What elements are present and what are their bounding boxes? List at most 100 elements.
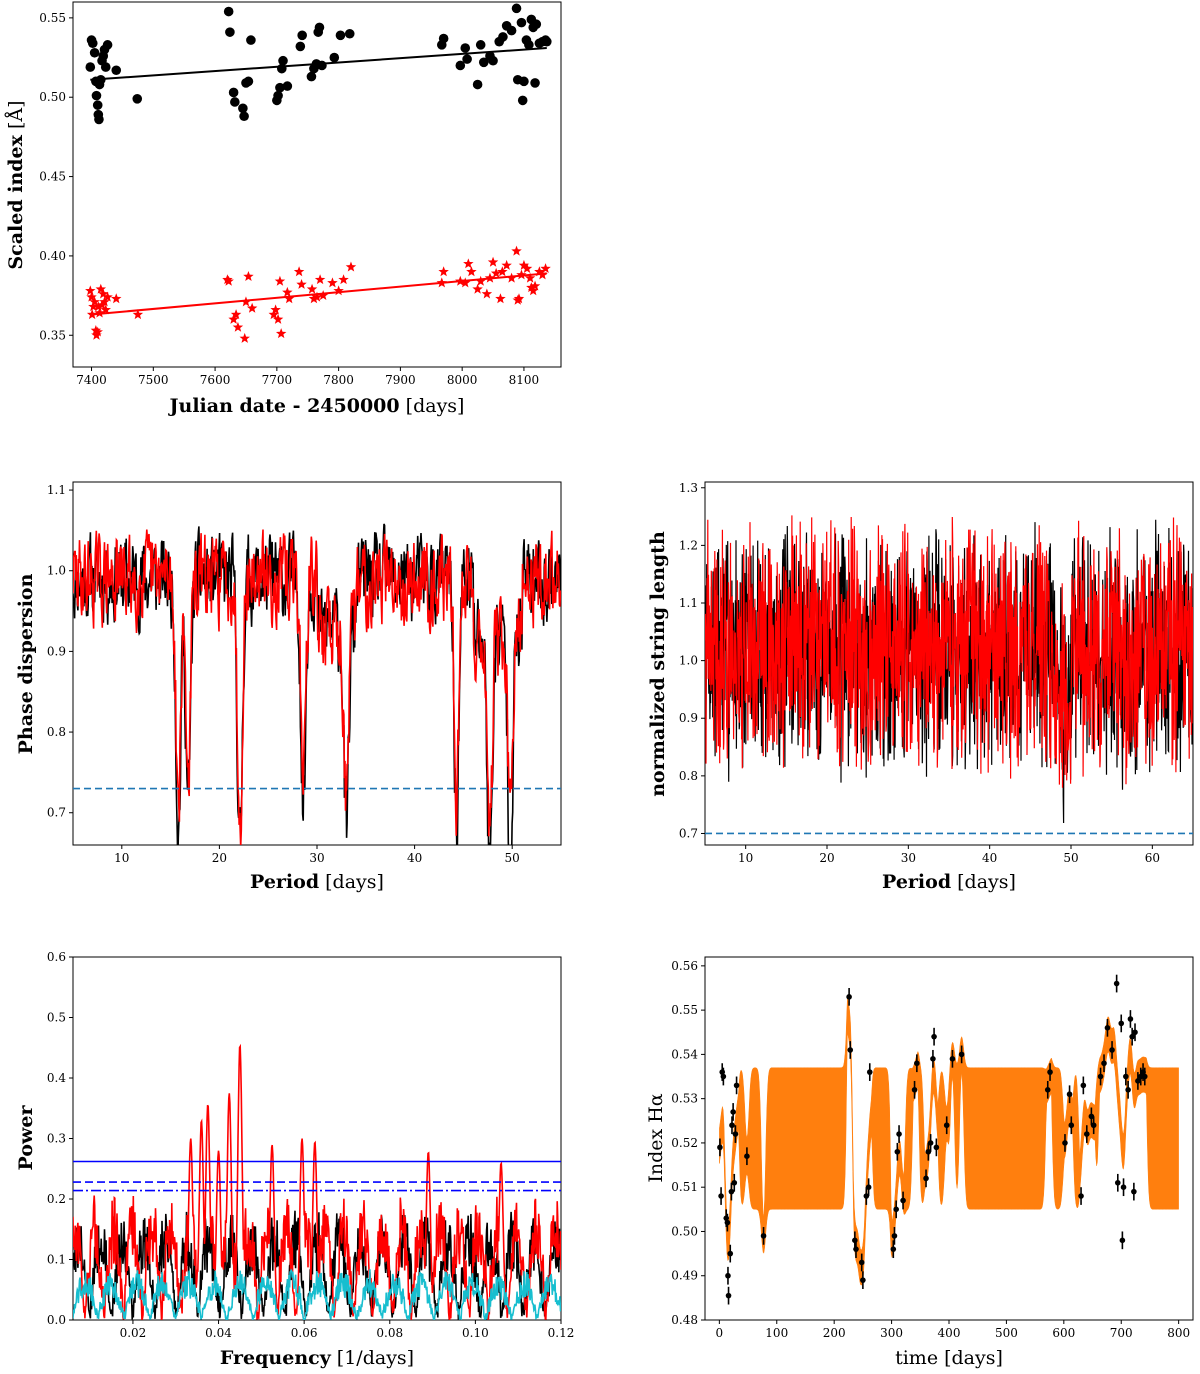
- y-tick-label: 0.54: [671, 1047, 698, 1061]
- black-point: [239, 111, 249, 122]
- black-point: [282, 81, 293, 91]
- x-tick-label: 8100: [509, 373, 540, 387]
- y-tick-label: 0.52: [671, 1136, 698, 1150]
- red-star: [89, 296, 100, 307]
- data-point: [858, 1259, 865, 1266]
- x-tick-label: 50: [505, 851, 520, 865]
- x-tick-label: 40: [407, 851, 422, 865]
- red-star: [524, 272, 536, 283]
- data-point: [943, 1122, 950, 1129]
- data-point: [1131, 1188, 1137, 1195]
- data-point: [852, 1237, 858, 1244]
- black-point: [317, 60, 327, 71]
- red-star: [521, 263, 533, 274]
- red-star: [228, 313, 239, 324]
- black-point: [246, 35, 256, 45]
- x-axis-label: Period [days]: [882, 871, 1016, 893]
- data-point: [931, 1033, 937, 1040]
- x-axis-label: time [days]: [895, 1347, 1003, 1369]
- y-tick-label: 1.2: [679, 538, 698, 552]
- black-point: [275, 82, 285, 93]
- data-point: [728, 1188, 735, 1195]
- red-star: [487, 256, 499, 267]
- data-point: [911, 1087, 918, 1093]
- panel-phase-dispersion: 10 20 30 40 50 0.7 0.8 0.9 1.0 1.1 Period [days]…: [15, 481, 562, 893]
- data-point: [900, 1197, 906, 1204]
- x-tick-label: 10: [114, 851, 129, 865]
- black-point: [225, 27, 235, 37]
- data-point: [1129, 1033, 1135, 1040]
- red-star: [223, 275, 234, 286]
- y-tick-label: 0.5: [47, 1011, 66, 1025]
- data-point: [1088, 1113, 1095, 1120]
- black-point: [478, 57, 489, 68]
- data-point: [733, 1082, 740, 1089]
- red-star: [463, 258, 474, 269]
- red-star: [513, 293, 525, 304]
- data-point: [894, 1148, 901, 1155]
- black-point: [506, 25, 517, 36]
- black-point: [516, 17, 527, 28]
- data-point: [893, 1206, 899, 1213]
- data-point: [1062, 1140, 1068, 1146]
- y-tick-label: 0.9: [679, 711, 698, 725]
- y-tick-label: 0.2: [47, 1192, 66, 1206]
- x-tick-label: 8000: [447, 373, 478, 387]
- black-point: [314, 22, 325, 33]
- red-star: [338, 274, 349, 285]
- x-tick-label: 0.04: [205, 1326, 232, 1340]
- red-star: [86, 291, 97, 302]
- red-star: [85, 285, 96, 296]
- x-ticks: 7400 7500 7600 7700 7800 7900 8000 8100: [76, 367, 539, 387]
- y-tick-label: 0.6: [47, 950, 66, 964]
- data-point: [718, 1193, 724, 1199]
- y-tick-label: 0.7: [47, 806, 66, 820]
- data-point: [1125, 1087, 1131, 1093]
- data-point: [1104, 1025, 1111, 1031]
- red-series: [705, 515, 1193, 788]
- red-star: [88, 301, 99, 312]
- red-star: [243, 271, 254, 281]
- red-star: [490, 267, 502, 278]
- black-point: [306, 71, 317, 82]
- black-point: [530, 78, 540, 88]
- red-star: [308, 293, 320, 304]
- data-point: [891, 1233, 898, 1239]
- data-point: [890, 1246, 897, 1252]
- y-tick-label: 1.0: [47, 564, 66, 578]
- black-point: [132, 94, 143, 104]
- y-tick-label: 0.0: [47, 1313, 66, 1327]
- data-point: [933, 1144, 940, 1151]
- data-point: [1068, 1122, 1075, 1129]
- data-point: [1066, 1091, 1073, 1098]
- data-point: [724, 1219, 731, 1226]
- red-star: [466, 266, 477, 277]
- data-point: [853, 1246, 859, 1252]
- black-point: [524, 40, 534, 50]
- x-tick-label: 50: [1063, 851, 1078, 865]
- red-star: [293, 266, 305, 277]
- data-point: [1044, 1087, 1051, 1093]
- y-tick-label: 0.8: [47, 725, 66, 739]
- black-point: [102, 40, 113, 50]
- data-point: [1123, 1073, 1129, 1080]
- red-star: [317, 290, 329, 301]
- y-tick-label: 0.35: [39, 328, 66, 342]
- black-point: [498, 32, 508, 42]
- data-point: [1119, 1237, 1126, 1244]
- plot-area: [73, 523, 561, 845]
- red-star: [102, 291, 113, 302]
- black-point: [329, 52, 340, 63]
- red-fit-line: [90, 272, 547, 316]
- data-point: [860, 1277, 866, 1283]
- black-point: [511, 3, 522, 14]
- red-star: [497, 266, 508, 277]
- y-tick-label: 1.3: [679, 481, 698, 495]
- x-axis-label: Julian date - 2450000 [days]: [168, 395, 465, 417]
- red-star: [460, 277, 471, 288]
- black-point: [472, 79, 483, 90]
- data-point: [731, 1179, 738, 1186]
- red-star: [270, 304, 281, 315]
- x-tick-label: 40: [982, 851, 997, 865]
